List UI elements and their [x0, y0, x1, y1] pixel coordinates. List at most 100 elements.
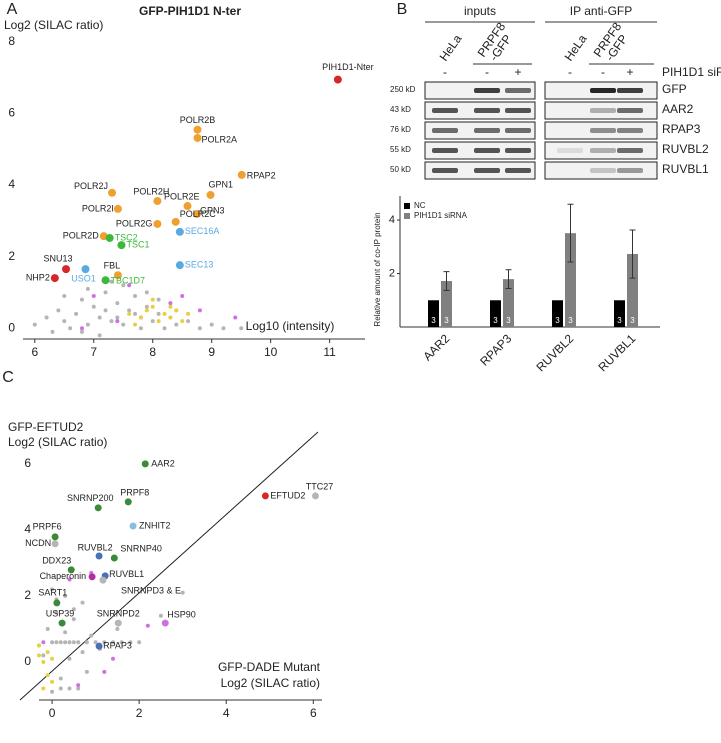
labeled-point [53, 599, 61, 607]
x-tick-label: RUVBL1 [595, 331, 638, 374]
data-point [133, 311, 138, 316]
data-point [97, 315, 102, 320]
n-label: 3 [431, 316, 436, 325]
labeled-point [311, 492, 319, 500]
point-label: SART1 [38, 587, 67, 597]
x-tick-label: 11 [323, 345, 336, 359]
data-point [62, 294, 67, 298]
data-point [45, 673, 50, 678]
data-point [133, 322, 138, 327]
data-point [80, 600, 85, 605]
labeled-point [110, 554, 118, 562]
data-point [144, 290, 149, 295]
blot-band [474, 168, 500, 173]
data-point [74, 311, 79, 316]
data-point [58, 686, 63, 691]
data-point [119, 640, 124, 645]
data-point [138, 326, 143, 331]
labeled-point [101, 276, 110, 285]
blot-band [617, 148, 643, 153]
point-label: EFTUD2 [270, 490, 305, 500]
sirna-sign: - [443, 65, 447, 79]
n-label: 3 [444, 316, 449, 325]
blot-band [557, 148, 583, 153]
point-label: NHP2 [26, 272, 50, 282]
labeled-point [193, 125, 202, 134]
y-tick-label: 4 [24, 522, 31, 536]
data-point [102, 640, 107, 645]
data-point [41, 640, 46, 645]
point-label: NCDN [25, 538, 51, 548]
axis-label: GFP-EFTUD2 [8, 420, 84, 434]
data-point [85, 286, 90, 291]
blot-band [590, 168, 616, 173]
data-point [102, 669, 107, 674]
data-point [50, 689, 55, 694]
x-tick-label: 6 [31, 345, 38, 359]
n-label: 3 [506, 316, 511, 325]
point-label: PIH1D1-Nter [322, 62, 374, 72]
data-point [137, 640, 142, 645]
protein-label: RPAP3 [662, 122, 701, 136]
data-point [180, 590, 185, 595]
data-point [91, 304, 96, 309]
data-point [50, 656, 55, 661]
data-point [127, 311, 132, 316]
diagonal-line [19, 431, 319, 701]
blot-band [505, 168, 531, 173]
point-label: DDX23 [42, 555, 71, 565]
bar [614, 300, 625, 327]
data-point [168, 301, 173, 306]
data-point [103, 290, 108, 295]
labeled-point [113, 271, 122, 280]
data-point [209, 322, 214, 327]
labeled-point [183, 202, 192, 211]
data-point [58, 640, 63, 645]
labeled-point [175, 261, 184, 270]
data-point [32, 322, 37, 327]
data-point [156, 297, 161, 302]
x-tick-label: RUVBL2 [533, 331, 576, 374]
bar [627, 254, 638, 327]
x-tick-label: 4 [223, 706, 230, 720]
labeled-point [95, 552, 103, 560]
blot-band [474, 88, 500, 93]
labeled-point [114, 619, 122, 627]
n-label: 3 [568, 316, 573, 325]
y-tick-label: 4 [389, 214, 395, 226]
lane-label: HeLa [562, 32, 590, 64]
data-point [145, 623, 150, 628]
blot-box [544, 161, 658, 180]
data-point [50, 329, 55, 334]
point-label: POLR2A [202, 134, 238, 144]
data-point [71, 640, 76, 645]
size-label: 55 kD [390, 145, 411, 154]
data-point [197, 308, 202, 313]
size-label: 50 kD [390, 165, 411, 174]
data-point [197, 326, 202, 331]
x-tick-label: 9 [208, 345, 215, 359]
labeled-point [62, 265, 71, 274]
legend-label: NC [414, 201, 426, 210]
point-label: SNU13 [44, 254, 73, 264]
blot-band [432, 108, 458, 113]
axis-label: Log10 (intensity) [246, 319, 335, 333]
blot-box [544, 141, 658, 160]
data-point [76, 686, 81, 691]
bar [565, 233, 576, 327]
legend-swatch [404, 213, 410, 219]
panel-label: B [397, 1, 408, 18]
point-label: HSP90 [167, 609, 196, 619]
data-point [221, 326, 226, 331]
blot-band [432, 128, 458, 133]
point-label: Chaperonin [40, 571, 87, 581]
labeled-point [124, 498, 132, 506]
labeled-point [95, 642, 103, 650]
data-point [174, 308, 179, 313]
data-point [63, 593, 68, 598]
data-point [37, 653, 41, 658]
point-label: PRPF8 [120, 487, 149, 497]
labeled-point [261, 492, 269, 500]
blot-box [544, 121, 658, 140]
sirna-label: PIH1D1 siRNA [662, 65, 721, 79]
